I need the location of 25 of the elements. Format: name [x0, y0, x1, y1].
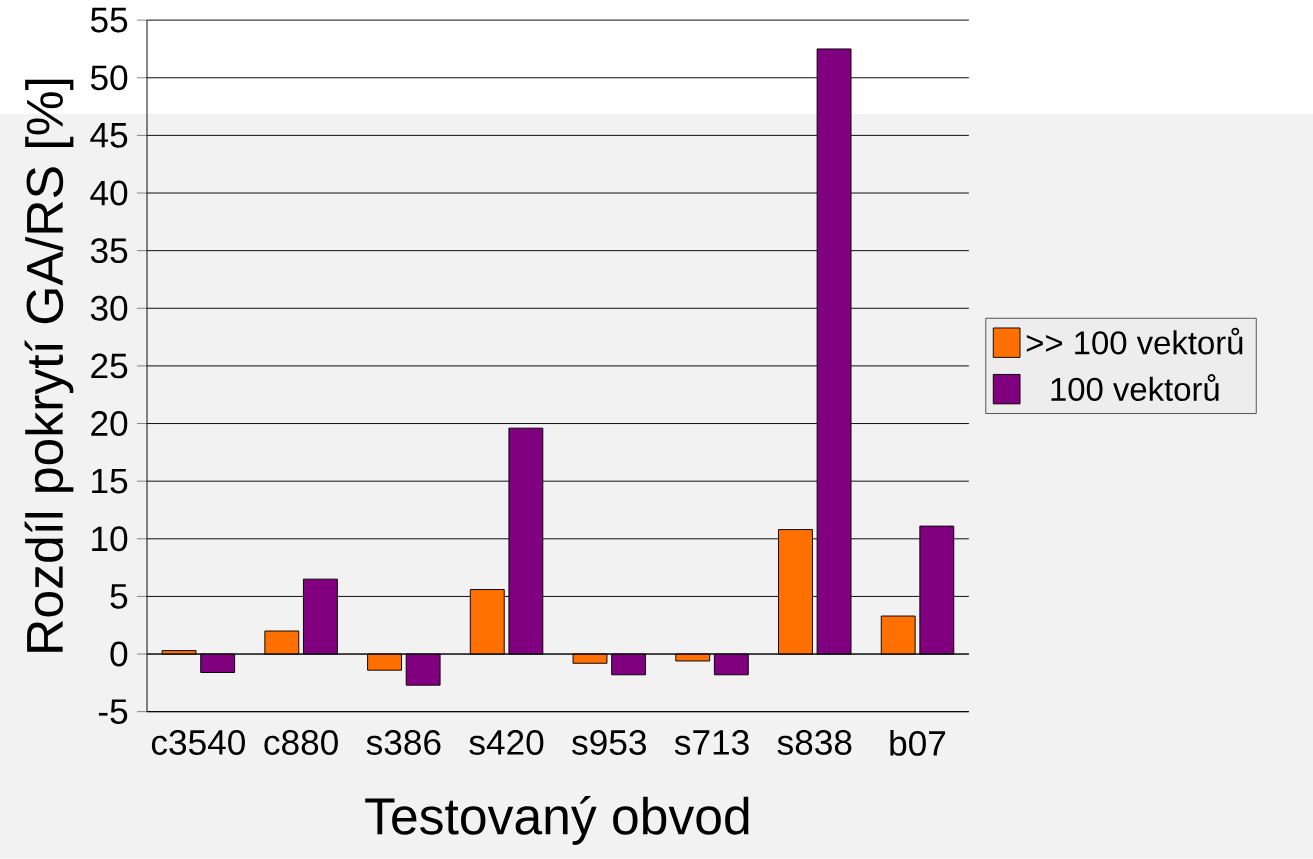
x-tick-label: s953 — [572, 730, 646, 756]
y-tick-label: 25 — [91, 353, 128, 379]
y-tick-label: 30 — [90, 295, 128, 321]
y-tick-label: 15 — [92, 469, 128, 494]
y-tick-label: 45 — [90, 123, 128, 148]
y-axis-title: Rozdíl pokrytí GA/RS [%] — [24, 79, 74, 652]
x-axis-title: Testovaný obvod — [365, 796, 749, 846]
y-tick-label: 5 — [110, 584, 128, 609]
x-tick-label: s838 — [777, 730, 852, 756]
y-tick-label: 55 — [90, 7, 128, 33]
x-tick-label: s386 — [366, 730, 441, 756]
y-tick-label: 0 — [110, 641, 128, 667]
y-tick-label: 20 — [91, 411, 128, 437]
y-tick-label: 10 — [92, 526, 128, 552]
y-tick-label: 40 — [90, 180, 128, 206]
x-tick-label: c880 — [264, 730, 338, 756]
y-tick-label: 35 — [90, 238, 128, 264]
x-tick-label: s420 — [469, 730, 544, 756]
x-tick-label: s713 — [674, 730, 749, 756]
x-tick-label: b07 — [890, 730, 946, 757]
legend-label: >> 100 vektorů — [1026, 327, 1243, 355]
x-tick-label: c3540 — [151, 730, 245, 756]
y-tick-label: -5 — [98, 699, 128, 725]
legend-label: 100 vektorů — [1051, 374, 1219, 402]
y-tick-label: 50 — [90, 65, 128, 91]
